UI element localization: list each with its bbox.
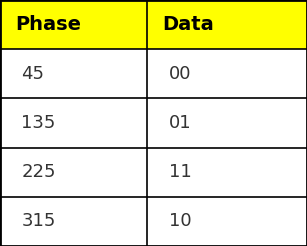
Text: 10: 10 — [169, 212, 192, 231]
Text: 11: 11 — [169, 163, 192, 181]
FancyBboxPatch shape — [0, 197, 147, 246]
FancyBboxPatch shape — [0, 0, 147, 49]
Text: 01: 01 — [169, 114, 192, 132]
Text: 135: 135 — [21, 114, 56, 132]
FancyBboxPatch shape — [0, 98, 147, 148]
FancyBboxPatch shape — [147, 197, 307, 246]
Text: 315: 315 — [21, 212, 56, 231]
FancyBboxPatch shape — [0, 148, 147, 197]
FancyBboxPatch shape — [0, 49, 147, 98]
Text: 45: 45 — [21, 65, 45, 83]
FancyBboxPatch shape — [147, 148, 307, 197]
Text: Data: Data — [163, 15, 215, 34]
Text: 225: 225 — [21, 163, 56, 181]
Text: Phase: Phase — [15, 15, 81, 34]
FancyBboxPatch shape — [147, 98, 307, 148]
FancyBboxPatch shape — [147, 0, 307, 49]
FancyBboxPatch shape — [147, 49, 307, 98]
Text: 00: 00 — [169, 65, 191, 83]
